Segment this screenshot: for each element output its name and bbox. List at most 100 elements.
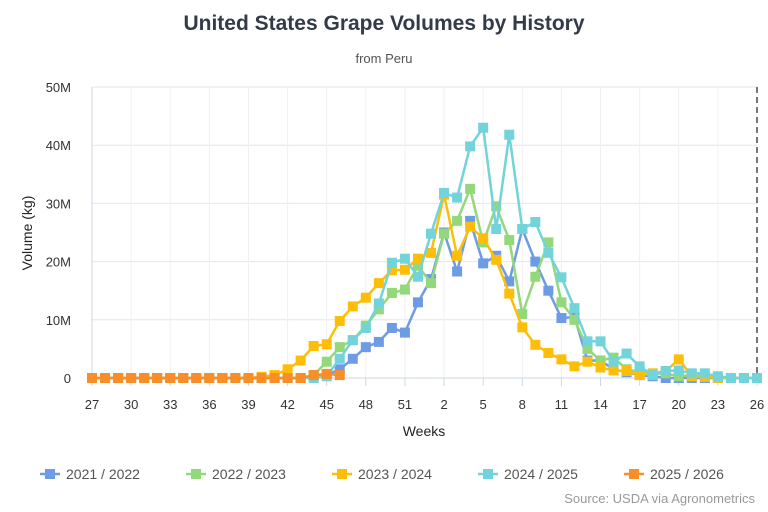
data-point[interactable] — [634, 361, 645, 372]
data-point[interactable] — [308, 340, 319, 351]
data-point[interactable] — [347, 335, 358, 346]
data-point[interactable] — [399, 327, 410, 338]
data-point[interactable] — [738, 373, 749, 383]
data-point[interactable] — [595, 336, 606, 347]
data-point[interactable] — [530, 271, 541, 282]
data-point[interactable] — [556, 297, 567, 308]
data-point[interactable] — [543, 285, 554, 296]
data-point[interactable] — [504, 276, 515, 287]
data-point[interactable] — [178, 373, 189, 383]
data-point[interactable] — [595, 355, 606, 366]
data-point[interactable] — [334, 370, 345, 381]
data-point[interactable] — [113, 373, 124, 383]
data-point[interactable] — [386, 288, 397, 299]
data-point[interactable] — [412, 253, 423, 264]
data-point[interactable] — [399, 264, 410, 275]
data-point[interactable] — [478, 258, 489, 269]
data-point[interactable] — [295, 355, 306, 366]
data-point[interactable] — [543, 347, 554, 358]
data-point[interactable] — [530, 217, 541, 228]
data-point[interactable] — [673, 354, 684, 365]
data-point[interactable] — [452, 250, 463, 261]
data-point[interactable] — [582, 343, 593, 354]
data-point[interactable] — [321, 356, 332, 367]
data-point[interactable] — [673, 371, 684, 382]
data-point[interactable] — [347, 353, 358, 364]
data-point[interactable] — [491, 254, 502, 265]
data-point[interactable] — [465, 221, 476, 232]
data-point[interactable] — [634, 370, 645, 381]
data-point[interactable] — [608, 365, 619, 376]
data-point[interactable] — [360, 292, 371, 303]
data-point[interactable] — [269, 373, 280, 383]
data-point[interactable] — [673, 365, 684, 376]
data-point[interactable] — [712, 371, 723, 382]
data-point[interactable] — [699, 368, 710, 379]
data-point[interactable] — [399, 253, 410, 264]
data-point[interactable] — [386, 265, 397, 276]
data-point[interactable] — [426, 228, 437, 239]
legend-item[interactable]: 2024 / 2025 — [478, 466, 578, 482]
data-point[interactable] — [321, 339, 332, 350]
data-point[interactable] — [412, 260, 423, 271]
data-point[interactable] — [386, 322, 397, 333]
legend-item[interactable]: 2022 / 2023 — [186, 466, 286, 482]
data-point[interactable] — [126, 373, 137, 383]
data-point[interactable] — [621, 348, 632, 359]
data-point[interactable] — [647, 370, 658, 381]
data-point[interactable] — [491, 201, 502, 212]
data-point[interactable] — [373, 298, 384, 309]
data-point[interactable] — [569, 314, 580, 325]
data-point[interactable] — [543, 237, 554, 248]
data-point[interactable] — [752, 373, 762, 383]
data-point[interactable] — [373, 278, 384, 289]
data-point[interactable] — [386, 257, 397, 268]
legend-item[interactable]: 2023 / 2024 — [332, 466, 432, 482]
data-point[interactable] — [465, 183, 476, 194]
data-point[interactable] — [295, 373, 306, 383]
data-point[interactable] — [152, 373, 163, 383]
data-point[interactable] — [504, 129, 515, 140]
data-point[interactable] — [282, 364, 293, 375]
data-point[interactable] — [399, 284, 410, 295]
data-point[interactable] — [465, 141, 476, 152]
data-point[interactable] — [595, 362, 606, 373]
data-point[interactable] — [217, 373, 228, 383]
legend-item[interactable]: 2025 / 2026 — [624, 466, 724, 482]
data-point[interactable] — [204, 373, 215, 383]
data-point[interactable] — [334, 353, 345, 364]
data-point[interactable] — [412, 297, 423, 308]
data-point[interactable] — [608, 356, 619, 367]
data-point[interactable] — [321, 368, 332, 379]
data-point[interactable] — [686, 368, 697, 379]
data-point[interactable] — [491, 224, 502, 235]
data-point[interactable] — [347, 301, 358, 312]
data-point[interactable] — [517, 224, 528, 235]
data-point[interactable] — [243, 373, 254, 383]
data-point[interactable] — [373, 304, 384, 315]
data-point[interactable] — [530, 339, 541, 350]
data-point[interactable] — [452, 266, 463, 277]
data-point[interactable] — [478, 233, 489, 244]
data-point[interactable] — [334, 342, 345, 353]
data-point[interactable] — [230, 373, 241, 383]
data-point[interactable] — [308, 370, 319, 381]
data-point[interactable] — [660, 366, 671, 377]
data-point[interactable] — [582, 356, 593, 367]
data-point[interactable] — [517, 322, 528, 333]
data-point[interactable] — [569, 361, 580, 372]
data-point[interactable] — [165, 373, 176, 383]
data-point[interactable] — [360, 322, 371, 333]
data-point[interactable] — [439, 228, 450, 239]
data-point[interactable] — [517, 308, 528, 319]
data-point[interactable] — [360, 342, 371, 353]
data-point[interactable] — [556, 354, 567, 365]
data-point[interactable] — [426, 247, 437, 258]
data-point[interactable] — [530, 256, 541, 267]
data-point[interactable] — [504, 235, 515, 246]
data-point[interactable] — [556, 272, 567, 283]
data-point[interactable] — [725, 373, 736, 383]
data-point[interactable] — [373, 336, 384, 347]
data-point[interactable] — [478, 122, 489, 133]
data-point[interactable] — [100, 373, 111, 383]
